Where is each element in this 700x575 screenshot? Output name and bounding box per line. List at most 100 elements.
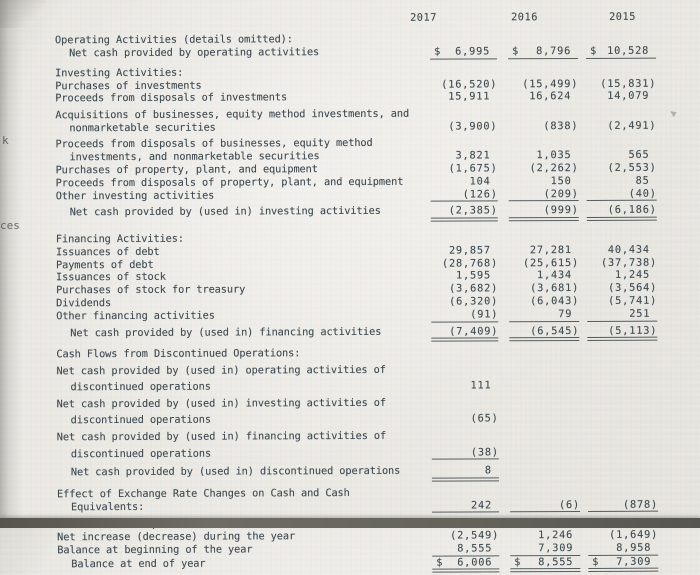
- row-label: Net cash provided by (used in) investing…: [56, 396, 386, 411]
- value-cell: (6): [510, 498, 581, 513]
- value-text: 7,309: [616, 555, 659, 568]
- value-cell: (2,491): [586, 119, 656, 132]
- value-text: (15,499): [522, 77, 579, 90]
- value-text: (6,186): [607, 204, 657, 217]
- value-cell: $8,796: [508, 45, 579, 60]
- value-text: (1,649): [609, 528, 659, 541]
- value-text: (6,320): [449, 295, 499, 308]
- row-label: Net cash provided by (used in) investing…: [69, 205, 381, 219]
- value-cell: [588, 460, 658, 473]
- value-cell: (3,900): [430, 120, 497, 133]
- dollar-sign: $: [512, 45, 519, 58]
- value-cell: (878): [588, 498, 659, 513]
- value-cell: $6,006: [432, 555, 500, 574]
- row-label: discontinued operations: [70, 380, 211, 394]
- value-text: 242: [471, 499, 500, 512]
- value-cell: 8,958: [588, 541, 659, 556]
- value-cell: [509, 227, 579, 240]
- value-cell: 7,309: [510, 541, 581, 556]
- value-cell: [430, 29, 497, 42]
- value-text: (40): [628, 187, 657, 200]
- value-cell: 29,857: [431, 244, 498, 257]
- statement-row: Net cash provided by (used in) investing…: [0, 204, 700, 224]
- value-text: 150: [550, 174, 579, 187]
- value-cell: [587, 375, 657, 388]
- value-cell: 242: [432, 499, 500, 514]
- statement-row: discontinued operations (38): [1, 441, 700, 462]
- row-label: Cash Flows from Discontinued Operations:: [56, 347, 301, 361]
- value-cell: (3,682): [431, 282, 498, 295]
- value-text: 7,309: [538, 541, 581, 555]
- value-cell: 8,555: [432, 542, 500, 557]
- value-cell: [508, 103, 578, 116]
- value-text: 1,035: [536, 149, 579, 162]
- value-text: 6,995: [455, 45, 498, 58]
- value-cell: $7,309: [588, 555, 659, 573]
- statement-row: Other financing activities (91) 79 251: [0, 307, 700, 324]
- dollar-sign: $: [592, 555, 599, 568]
- value-text: (15,831): [600, 77, 657, 90]
- value-cell: [586, 61, 656, 74]
- row-label: Other financing activities: [56, 309, 215, 323]
- statement-row: Net cash provided by (used in) financing…: [0, 324, 700, 344]
- value-text: 79: [558, 307, 580, 320]
- row-label: Net cash provided by (used in) financing…: [70, 325, 382, 339]
- value-cell: (16,520): [430, 78, 497, 91]
- value-cell: 14,079: [586, 90, 656, 103]
- value-text: (2,262): [529, 161, 579, 175]
- value-text: (65): [470, 412, 499, 425]
- value-cell: [586, 103, 656, 116]
- value-cell: (126): [430, 187, 498, 202]
- value-text: (16,520): [441, 77, 498, 91]
- value-cell: [430, 104, 497, 117]
- value-text: 10,528: [607, 44, 657, 58]
- value-cell: [430, 133, 497, 146]
- value-cell: [509, 375, 579, 388]
- value-cell: (91): [431, 308, 499, 323]
- row-label: Net cash provided by (used in) discontin…: [70, 465, 401, 479]
- value-cell: [431, 343, 498, 356]
- value-text: 8: [484, 464, 499, 477]
- value-cell: 27,281: [509, 244, 579, 257]
- value-text: (5,113): [608, 324, 658, 337]
- value-text: (209): [543, 187, 579, 200]
- value-cell: [587, 359, 657, 372]
- value-text: 251: [629, 307, 658, 320]
- value-cell: 3,821: [430, 150, 497, 163]
- year-label: 2016: [511, 10, 538, 24]
- value-cell: 111: [431, 380, 498, 393]
- row-label: [55, 8, 370, 22]
- value-cell: (38): [431, 446, 499, 461]
- value-text: 40,434: [607, 243, 657, 256]
- value-cell: 104: [431, 175, 498, 188]
- edge-text-fragment: ces: [0, 219, 20, 232]
- value-cell: [586, 28, 656, 41]
- value-text: 1,595: [456, 269, 499, 282]
- row-label: Net cash provided by (used in) financing…: [56, 429, 387, 444]
- value-cell: [509, 359, 579, 372]
- statement-row: Net cash provided by (used in) discontin…: [1, 460, 700, 484]
- value-text: (6,545): [530, 324, 580, 337]
- value-text: (126): [462, 187, 498, 201]
- value-cell: 1,245: [587, 269, 657, 282]
- value-cell: 1,246: [510, 529, 580, 542]
- value-cell: (2,385): [430, 204, 498, 222]
- value-text: (6,043): [530, 294, 580, 308]
- value-text: 1,245: [615, 268, 658, 282]
- value-text: 29,857: [448, 244, 498, 257]
- value-cell: [587, 227, 657, 240]
- value-text: (2,491): [607, 119, 657, 132]
- row-label: Equivalents:: [71, 500, 145, 513]
- value-cell: 251: [587, 307, 658, 322]
- value-cell: (40): [586, 187, 657, 202]
- dollar-sign: $: [590, 45, 597, 58]
- value-text: 8,555: [538, 555, 581, 568]
- value-text: (999): [543, 204, 579, 217]
- value-text: (25,615): [522, 256, 580, 269]
- value-text: 565: [628, 148, 657, 161]
- value-text: (3,564): [608, 281, 658, 294]
- row-label: Net cash provided by operating activitie…: [69, 46, 320, 60]
- value-cell: [588, 392, 658, 405]
- value-text: (2,553): [607, 161, 657, 174]
